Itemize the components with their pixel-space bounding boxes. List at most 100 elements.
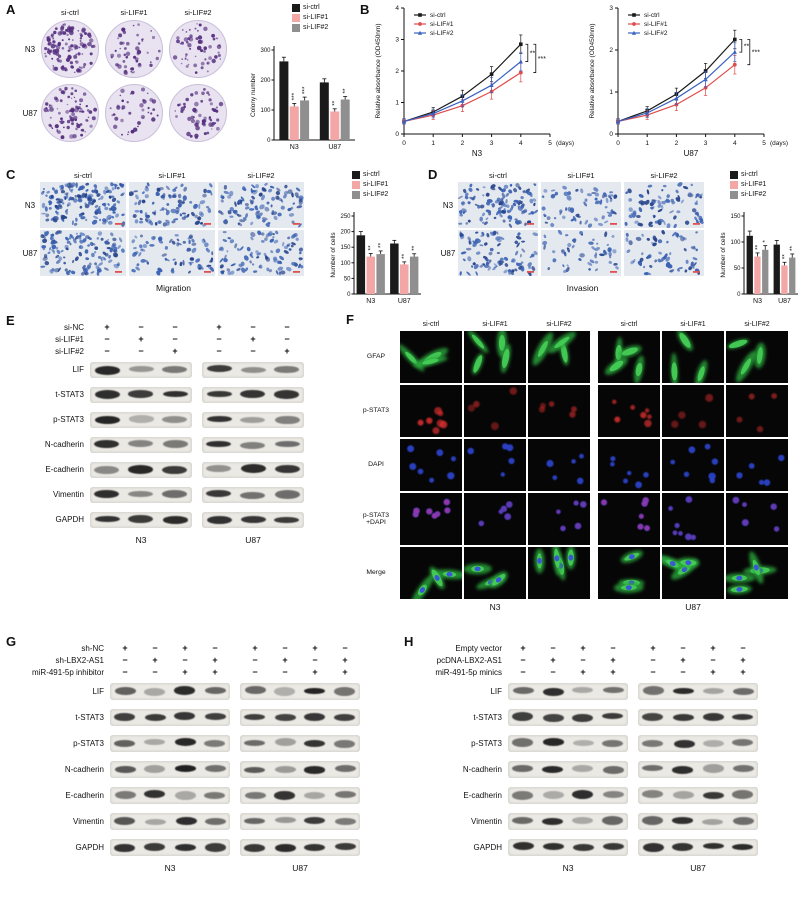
- plus-minus-symbol: −: [610, 643, 616, 653]
- symbol-group: − − + +: [110, 667, 230, 677]
- blot-band: [513, 686, 535, 694]
- blot-row: E-cadherin: [6, 457, 304, 482]
- panel-a-label: A: [6, 2, 16, 17]
- symbol-group: + − + −: [508, 643, 628, 653]
- panel-c: C si-ctrl si-LIF#1 si-LIF#2 N3 U87 Migration…: [6, 167, 426, 313]
- if-image: [528, 439, 590, 491]
- svg-text:U87: U87: [398, 298, 411, 305]
- lane-groups: [110, 838, 360, 856]
- fluorescence-image: [528, 385, 590, 437]
- plus-minus-symbol: −: [282, 667, 288, 677]
- svg-text:100: 100: [730, 240, 741, 246]
- blot-band: [113, 740, 135, 747]
- legend: si-ctrl si-LIF#1 si-LIF#2: [292, 4, 358, 32]
- protein-label: N-cadherin: [44, 440, 84, 449]
- plus-minus-symbol: −: [650, 667, 656, 677]
- if-image: [464, 385, 526, 437]
- symbol-group: − − +: [90, 346, 192, 356]
- blot-strip: [240, 708, 360, 726]
- blot-band: [206, 390, 232, 398]
- svg-text:**: **: [368, 245, 375, 251]
- condition-row: Empty vector + − + − + − + −: [400, 642, 758, 654]
- plus-minus-symbol: +: [284, 346, 290, 356]
- condition-row: si-NC + − − + − −: [6, 321, 304, 333]
- plus-minus-symbol: −: [650, 655, 656, 665]
- blot-band: [672, 817, 694, 824]
- assay-caption: Invasion: [566, 283, 599, 293]
- svg-text:**: **: [411, 245, 418, 251]
- svg-text:200: 200: [260, 78, 271, 84]
- condition-label: si-NC: [64, 322, 84, 332]
- blot-row: N-cadherin: [6, 432, 304, 457]
- lane-groups: [90, 511, 304, 528]
- blot-band: [304, 687, 326, 695]
- protein-label: Vimentin: [471, 816, 502, 826]
- lane-groups: [508, 760, 758, 778]
- blot-strip: [638, 812, 758, 830]
- panel-g: G sh-NC + − + − + − + − sh-LBX2-AS1− + − + − + − + miR-49…: [6, 634, 398, 898]
- blot-band: [145, 818, 166, 825]
- if-image: [400, 385, 462, 437]
- blot-strip: [110, 812, 230, 830]
- plus-minus-symbol: +: [312, 667, 318, 677]
- assay-caption: Migration: [156, 283, 191, 293]
- fluorescence-image: [400, 385, 462, 437]
- if-image: [662, 329, 724, 391]
- fluorescence-image: [464, 439, 526, 491]
- blot-band: [571, 790, 593, 800]
- blot-row: E-cadherin: [400, 782, 758, 808]
- blot-band: [572, 713, 593, 723]
- fluorescence-image: [400, 439, 462, 491]
- if-image: [528, 385, 590, 437]
- blot-band: [571, 686, 593, 694]
- blot-strip: [638, 838, 758, 856]
- symbol-group: + − + −: [638, 643, 758, 653]
- blot-band: [641, 816, 663, 826]
- protein-label: LIF: [72, 365, 84, 374]
- lane-groups: [508, 812, 758, 830]
- blot-band: [573, 739, 594, 747]
- blot-strip: [110, 760, 230, 778]
- plus-minus-symbol: −: [152, 667, 158, 677]
- microscopy-image: [128, 182, 215, 228]
- microscopy-image: [541, 182, 621, 228]
- condition-row: miR-491-5p inhibitor − − + + − − + +: [6, 666, 360, 678]
- if-row: p-STAT3: [352, 385, 790, 437]
- blot-band: [206, 416, 232, 423]
- blot-strip: [508, 708, 628, 726]
- panel-e-label: E: [6, 313, 15, 328]
- blot-strip: [110, 838, 230, 856]
- blot-band: [303, 739, 325, 747]
- svg-text:**: **: [342, 88, 349, 94]
- plus-minus-symbol: +: [212, 655, 218, 665]
- blot-band: [239, 441, 265, 449]
- lane-groups: − − + + − − + +: [508, 667, 758, 677]
- blot-band: [243, 740, 265, 747]
- condition-row: si-LIF#2 − − + − − +: [6, 345, 304, 357]
- blot-strip: [202, 436, 304, 453]
- blot-band: [115, 790, 136, 800]
- lane-groups: [110, 760, 360, 778]
- blot-band: [205, 843, 226, 852]
- blot-band: [601, 739, 623, 748]
- fluorescence-image: [464, 328, 526, 383]
- svg-text:N3: N3: [753, 298, 762, 305]
- panel-f-label: F: [346, 312, 354, 327]
- fluorescence-image: [662, 385, 724, 437]
- svg-text:*: *: [762, 240, 769, 243]
- svg-text:100: 100: [260, 108, 271, 114]
- blot-band: [602, 766, 624, 774]
- panel-b-label: B: [360, 2, 370, 17]
- blot-strip: [240, 812, 360, 830]
- col-header: si-LIF#2: [650, 171, 678, 180]
- if-image: [723, 547, 788, 599]
- migration-chart-block: si-ctrl si-LIF#1 si-LIF#2 0 50 100 150 200 250 N…: [328, 171, 424, 313]
- row-label: p-STAT3 +DAPI: [362, 511, 390, 527]
- panel-d-label: D: [428, 167, 438, 182]
- blot-band: [273, 366, 299, 373]
- plus-minus-symbol: +: [580, 667, 586, 677]
- blot-row: LIF: [400, 678, 758, 704]
- legend-swatch: [352, 191, 360, 199]
- blot-band: [240, 464, 266, 473]
- panel-g-label: G: [6, 634, 17, 649]
